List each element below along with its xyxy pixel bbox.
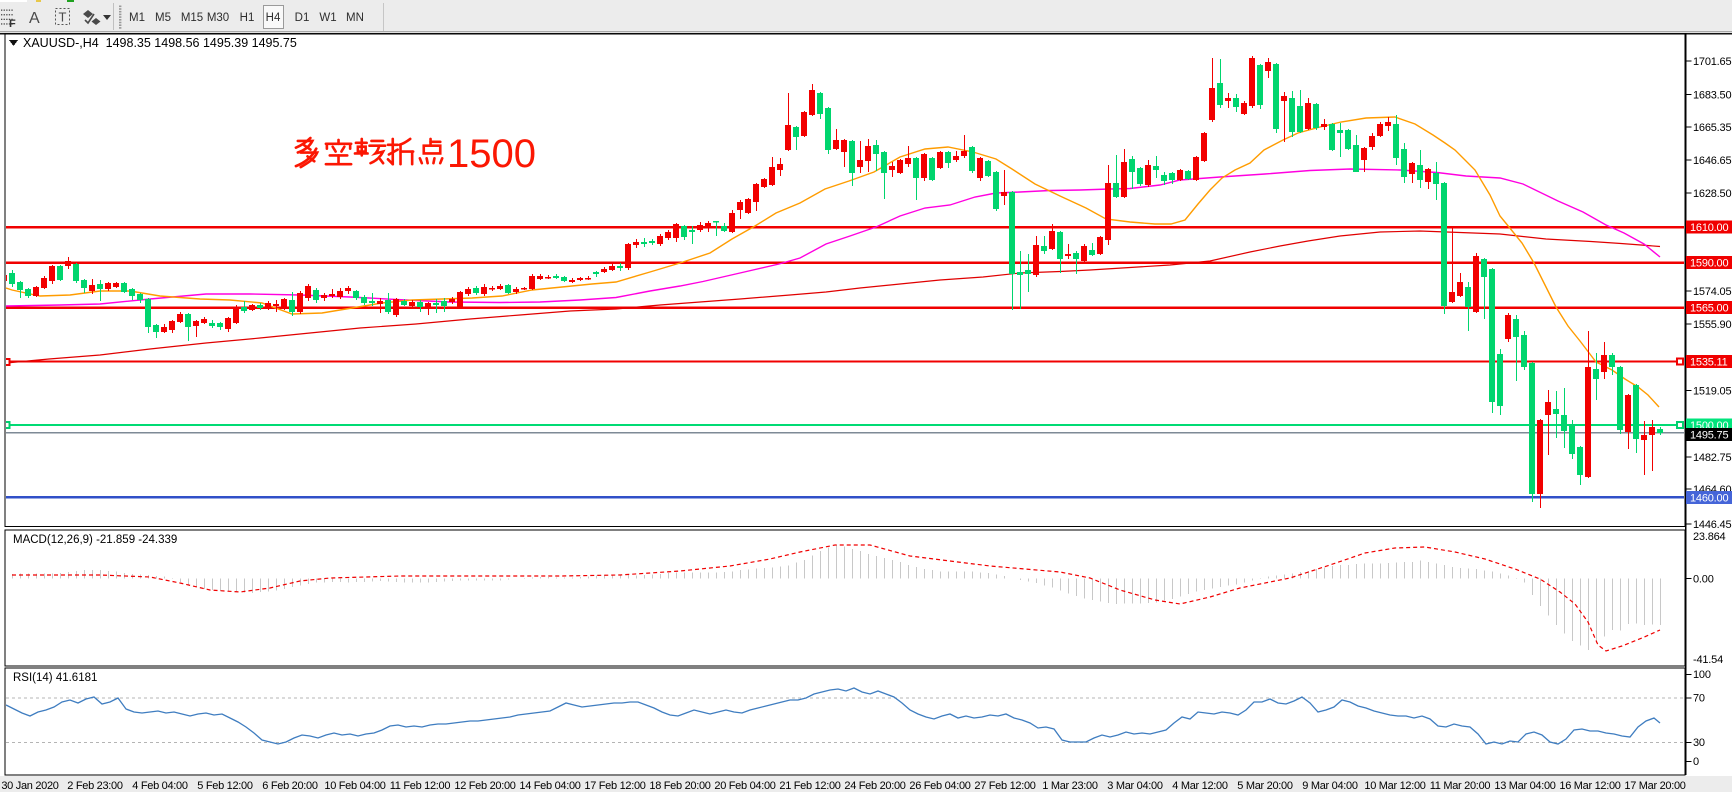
svg-text:30: 30: [1693, 737, 1705, 749]
svg-text:1565.00: 1565.00: [1690, 303, 1728, 315]
svg-text:M1: M1: [129, 12, 145, 24]
svg-text:16 Mar 12:00: 16 Mar 12:00: [1559, 780, 1620, 792]
svg-text:20 Feb 04:00: 20 Feb 04:00: [714, 780, 775, 792]
svg-text:1683.50: 1683.50: [1693, 90, 1731, 102]
svg-text:1555.90: 1555.90: [1693, 319, 1731, 331]
svg-text:1628.50: 1628.50: [1693, 188, 1731, 200]
svg-text:XAUUSD-,H4 1498.35 1498.56 14: XAUUSD-,H4 1498.35 1498.56 1495.39 1495.…: [23, 36, 297, 50]
svg-text:F: F: [9, 18, 16, 30]
svg-text:17 Feb 12:00: 17 Feb 12:00: [584, 780, 645, 792]
svg-text:1446.45: 1446.45: [1693, 519, 1731, 531]
svg-text:5 Mar 20:00: 5 Mar 20:00: [1237, 780, 1293, 792]
svg-text:A: A: [29, 10, 40, 27]
svg-text:30 Jan 2020: 30 Jan 2020: [1, 780, 58, 792]
svg-text:10 Feb 04:00: 10 Feb 04:00: [324, 780, 385, 792]
svg-text:17 Mar 20:00: 17 Mar 20:00: [1624, 780, 1685, 792]
svg-text:18 Feb 20:00: 18 Feb 20:00: [649, 780, 710, 792]
svg-text:RSI(14) 41.6181: RSI(14) 41.6181: [13, 672, 97, 684]
svg-text:12 Feb 20:00: 12 Feb 20:00: [454, 780, 515, 792]
svg-text:4 Mar 12:00: 4 Mar 12:00: [1172, 780, 1228, 792]
svg-text:1482.75: 1482.75: [1693, 452, 1731, 464]
svg-text:4 Feb 04:00: 4 Feb 04:00: [132, 780, 188, 792]
svg-text:1535.11: 1535.11: [1690, 357, 1728, 369]
svg-text:H4: H4: [266, 12, 281, 24]
svg-text:1610.00: 1610.00: [1690, 222, 1728, 234]
svg-text:11 Mar 20:00: 11 Mar 20:00: [1430, 780, 1491, 792]
svg-text:26 Feb 04:00: 26 Feb 04:00: [909, 780, 970, 792]
svg-text:13 Mar 04:00: 13 Mar 04:00: [1494, 780, 1555, 792]
svg-text:1460.00: 1460.00: [1690, 492, 1728, 504]
svg-text:T: T: [59, 10, 67, 25]
svg-text:6 Feb 20:00: 6 Feb 20:00: [262, 780, 318, 792]
svg-text:21 Feb 12:00: 21 Feb 12:00: [779, 780, 840, 792]
svg-text:3 Mar 04:00: 3 Mar 04:00: [1107, 780, 1163, 792]
svg-text:10 Mar 12:00: 10 Mar 12:00: [1364, 780, 1425, 792]
svg-text:M15: M15: [181, 12, 203, 24]
svg-text:5 Feb 12:00: 5 Feb 12:00: [197, 780, 253, 792]
svg-text:24 Feb 20:00: 24 Feb 20:00: [844, 780, 905, 792]
svg-text:0.00: 0.00: [1693, 574, 1714, 586]
svg-text:1519.05: 1519.05: [1693, 386, 1731, 398]
svg-text:MACD(12,26,9) -21.859 -24.339: MACD(12,26,9) -21.859 -24.339: [13, 534, 177, 546]
svg-text:11 Feb 12:00: 11 Feb 12:00: [390, 780, 451, 792]
svg-text:100: 100: [1693, 669, 1711, 681]
svg-text:14 Feb 04:00: 14 Feb 04:00: [519, 780, 580, 792]
svg-text:23.864: 23.864: [1693, 531, 1726, 543]
svg-text:1665.35: 1665.35: [1693, 122, 1731, 134]
svg-text:1701.65: 1701.65: [1693, 56, 1731, 68]
svg-text:W1: W1: [319, 12, 336, 24]
svg-text:1646.65: 1646.65: [1693, 155, 1731, 167]
svg-text:9 Mar 04:00: 9 Mar 04:00: [1302, 780, 1358, 792]
svg-text:2 Feb 23:00: 2 Feb 23:00: [67, 780, 123, 792]
svg-text:1495.75: 1495.75: [1690, 429, 1728, 441]
svg-text:-41.54: -41.54: [1693, 654, 1723, 666]
svg-text:H1: H1: [240, 12, 255, 24]
svg-text:M30: M30: [207, 12, 229, 24]
svg-text:1 Mar 23:00: 1 Mar 23:00: [1042, 780, 1098, 792]
svg-text:1574.05: 1574.05: [1693, 286, 1731, 298]
svg-text:D1: D1: [295, 12, 310, 24]
svg-text:M5: M5: [155, 12, 171, 24]
svg-text:1590.00: 1590.00: [1690, 258, 1728, 270]
svg-text:27 Feb 12:00: 27 Feb 12:00: [974, 780, 1035, 792]
svg-text:0: 0: [1693, 756, 1699, 768]
svg-text:70: 70: [1693, 693, 1705, 705]
svg-text:MN: MN: [346, 12, 364, 24]
svg-text:1500: 1500: [447, 132, 536, 176]
